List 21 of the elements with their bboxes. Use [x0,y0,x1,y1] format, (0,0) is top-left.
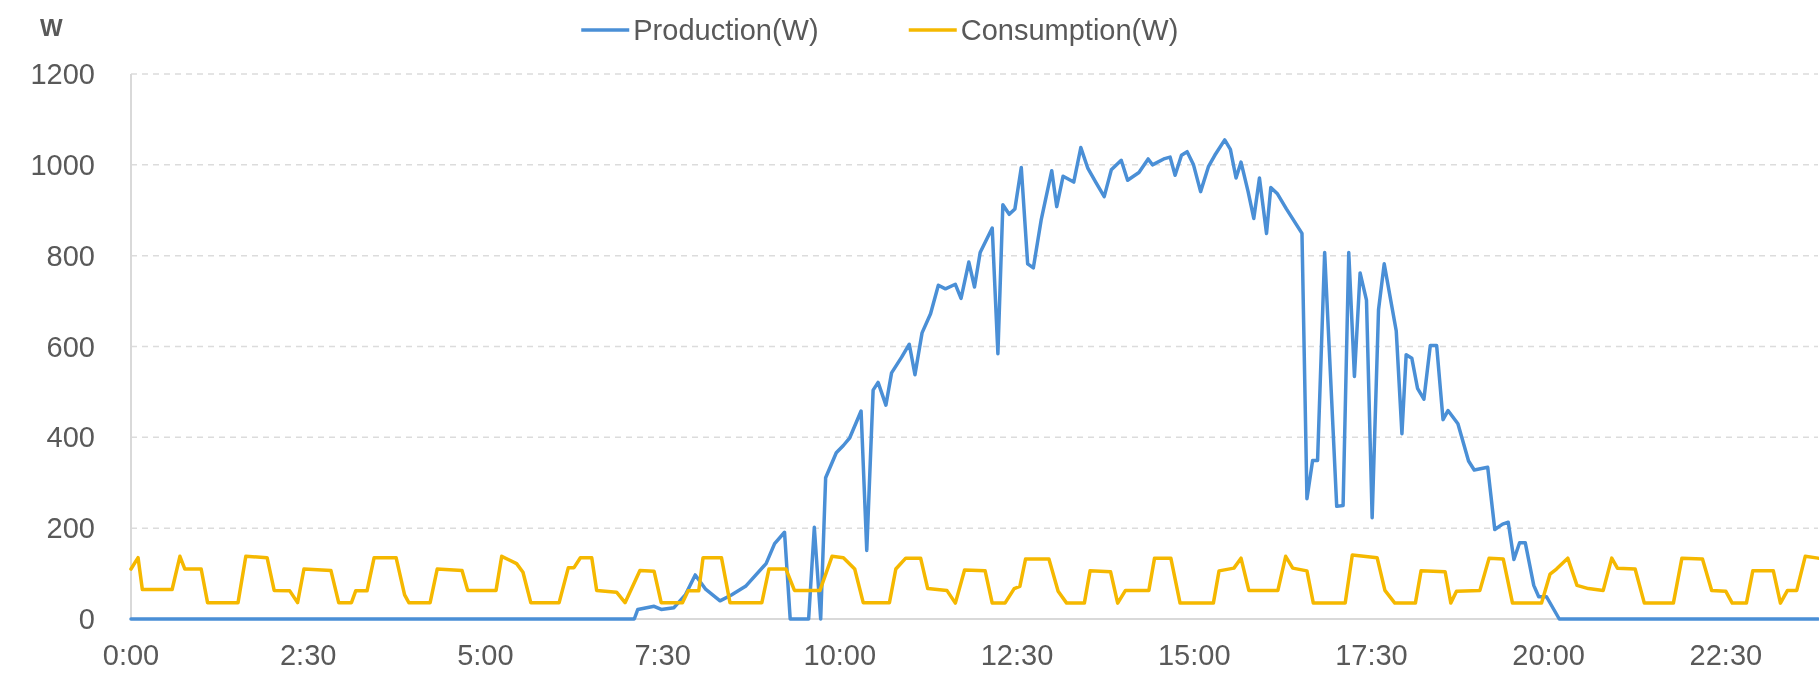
x-tick-label: 0:00 [102,639,160,671]
x-tick-label: 2:30 [279,639,337,671]
x-tick-label: 10:00 [803,639,877,671]
y-tick-label: 200 [46,512,95,545]
y-tick-label: 1000 [30,148,95,181]
x-tick-label: 12:30 [980,639,1054,671]
x-tick-label: 5:00 [457,639,514,671]
y-tick-label: 800 [46,239,95,272]
legend-label: Consumption(W) [960,14,1179,47]
legend-label: Production(W) [633,14,819,47]
line-series [129,553,1819,605]
y-tick-label: 1200 [30,58,95,91]
y-axis-title: W [40,14,63,41]
x-tick-label: 17:30 [1335,639,1408,671]
y-tick-label: 0 [78,603,95,636]
y-tick-label: 400 [46,421,95,454]
x-tick-label: 22:30 [1689,639,1763,671]
y-tick-label: 600 [46,330,95,363]
x-tick-label: 20:00 [1512,639,1585,671]
x-tick-label: 15:00 [1157,639,1231,671]
x-tick-label: 7:30 [634,639,691,671]
